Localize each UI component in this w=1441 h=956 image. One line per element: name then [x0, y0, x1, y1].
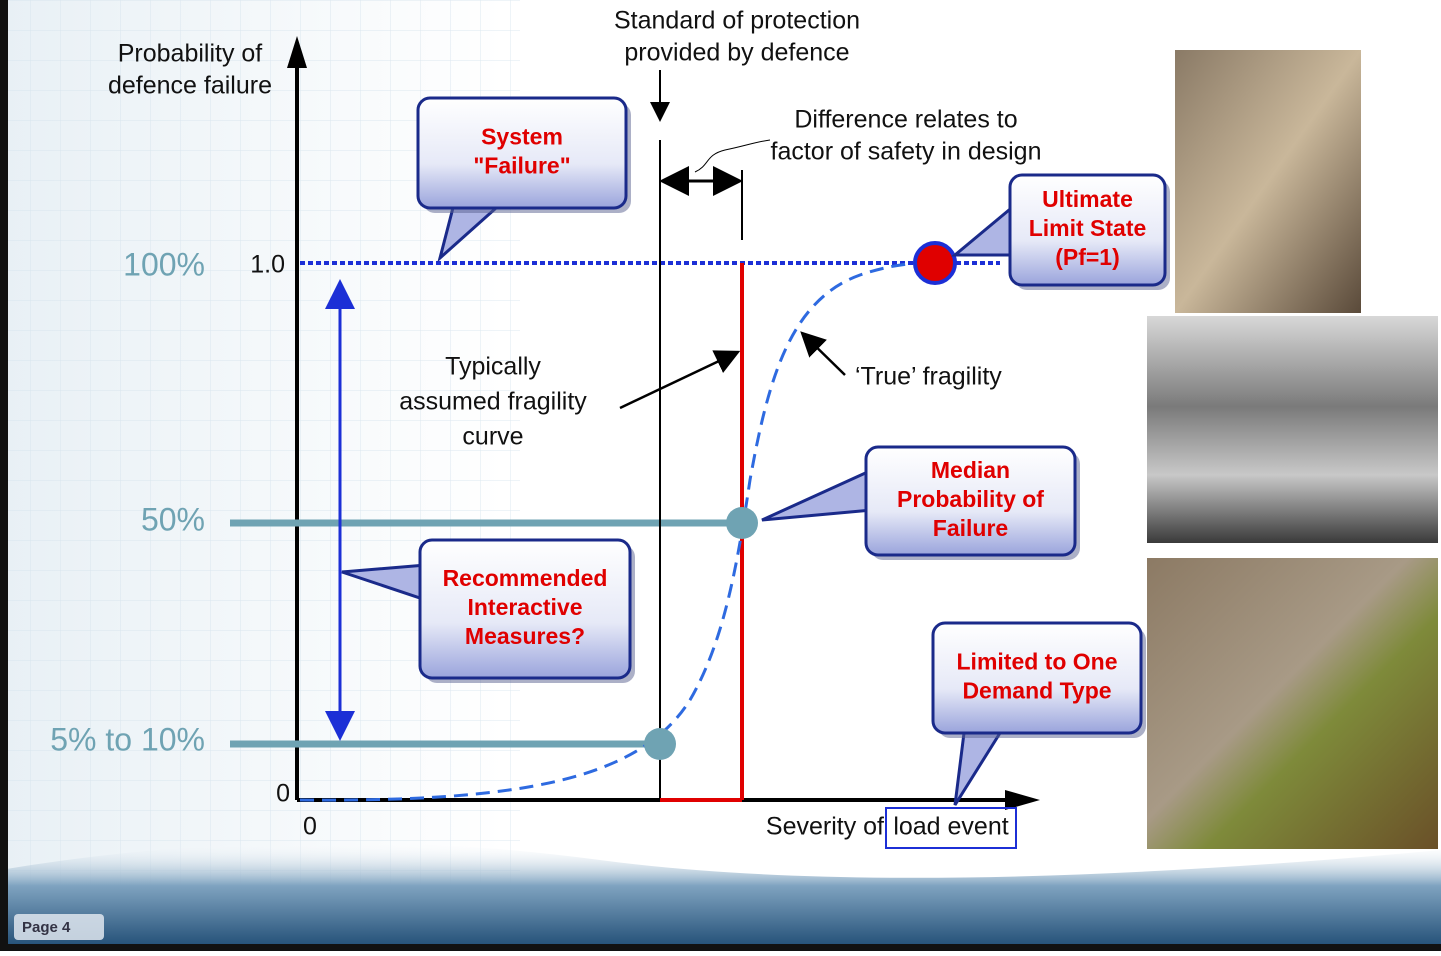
callout-text: Recommended — [443, 565, 608, 591]
y-zero-label: 0 — [276, 780, 290, 808]
assumed-label: Typically — [445, 353, 541, 381]
arrow-true — [800, 331, 846, 376]
page-tab — [14, 914, 104, 940]
callout-text: Interactive — [467, 594, 582, 620]
callout-box — [416, 96, 628, 210]
level-label: 5% to 10% — [50, 721, 205, 757]
callout-box — [1008, 173, 1167, 287]
load-event-box — [885, 807, 1017, 849]
arrow-assumed — [619, 350, 741, 410]
assumed-label: curve — [462, 423, 523, 451]
callout-text: "Failure" — [473, 153, 570, 179]
protection-label: Standard of protection — [614, 7, 860, 35]
level-label: 100% — [123, 246, 205, 282]
true-fragility-label: ‘True’ fragility — [855, 363, 1002, 391]
photo-breach — [1147, 558, 1438, 849]
callout-box — [418, 538, 632, 680]
callout: Recommended Interactive Measures? — [341, 538, 635, 683]
protection-label: provided by defence — [624, 39, 849, 67]
callout-text: Median — [931, 457, 1010, 483]
callout-text: Limit State — [1029, 215, 1147, 241]
photo-coast — [1147, 316, 1438, 543]
y-axis-title: Probability of — [118, 40, 263, 68]
callout-text: System — [481, 124, 563, 150]
y-axis-title: defence failure — [108, 72, 272, 100]
bottom-border — [0, 944, 1441, 951]
callout-text: Ultimate — [1042, 186, 1133, 212]
safety-leader — [694, 139, 771, 173]
callout: Median Probability of Failure — [761, 445, 1080, 560]
x-axis-arrow — [1005, 790, 1040, 810]
callout-box — [864, 445, 1077, 557]
callout-text: Measures? — [465, 623, 585, 649]
callout-text: Probability of — [897, 486, 1044, 512]
x-axis-title: Severity of — [766, 813, 884, 841]
left-border — [0, 0, 8, 951]
safety-label: factor of safety in design — [771, 138, 1042, 166]
safety-label: Difference relates to — [794, 106, 1017, 134]
y-axis-arrow — [287, 36, 307, 68]
y-one-label: 1.0 — [250, 251, 285, 279]
callout-text: (Pf=1) — [1055, 244, 1120, 270]
callout: Limited to One Demand Type — [931, 621, 1146, 806]
callout-text: Demand Type — [962, 678, 1111, 704]
callout: Ultimate Limit State (Pf=1) — [950, 173, 1170, 290]
level-label: 50% — [141, 501, 205, 537]
callout-text: Limited to One — [957, 649, 1118, 675]
callout: System "Failure" — [416, 96, 631, 263]
callout-text: Failure — [933, 515, 1008, 541]
true-fragility — [299, 261, 931, 802]
photo-cliff — [1175, 50, 1361, 313]
callout-box — [931, 621, 1143, 735]
x-zero-label: 0 — [303, 813, 317, 841]
x-axis-title-boxed: load event — [893, 813, 1008, 841]
median-point — [726, 507, 758, 539]
low-point — [644, 728, 676, 760]
ultimate-point — [913, 241, 957, 285]
water — [0, 842, 1441, 951]
assumed-label: assumed fragility — [399, 388, 587, 416]
page-number: Page 4 — [22, 919, 71, 936]
